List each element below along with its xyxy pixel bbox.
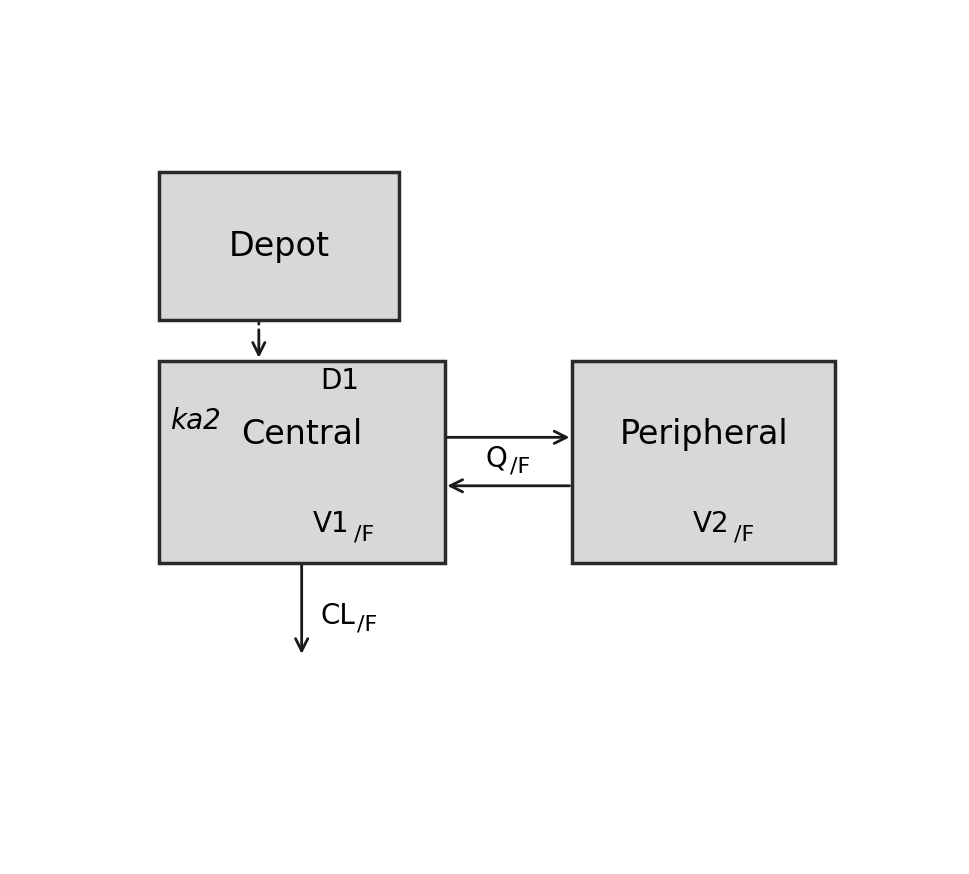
Text: Q: Q: [485, 444, 507, 472]
Text: Central: Central: [240, 418, 361, 451]
Text: /F: /F: [354, 525, 374, 545]
Text: ka2: ka2: [170, 407, 221, 435]
FancyBboxPatch shape: [159, 361, 444, 563]
Text: /F: /F: [734, 525, 754, 545]
Text: V1: V1: [313, 510, 349, 538]
Text: /F: /F: [510, 456, 530, 476]
Text: CL: CL: [320, 602, 355, 630]
Text: V2: V2: [692, 510, 729, 538]
Text: /F: /F: [357, 614, 376, 635]
FancyBboxPatch shape: [159, 172, 399, 320]
Text: D1: D1: [320, 367, 359, 395]
Text: Peripheral: Peripheral: [619, 418, 788, 451]
FancyBboxPatch shape: [572, 361, 834, 563]
Text: Depot: Depot: [229, 230, 329, 263]
